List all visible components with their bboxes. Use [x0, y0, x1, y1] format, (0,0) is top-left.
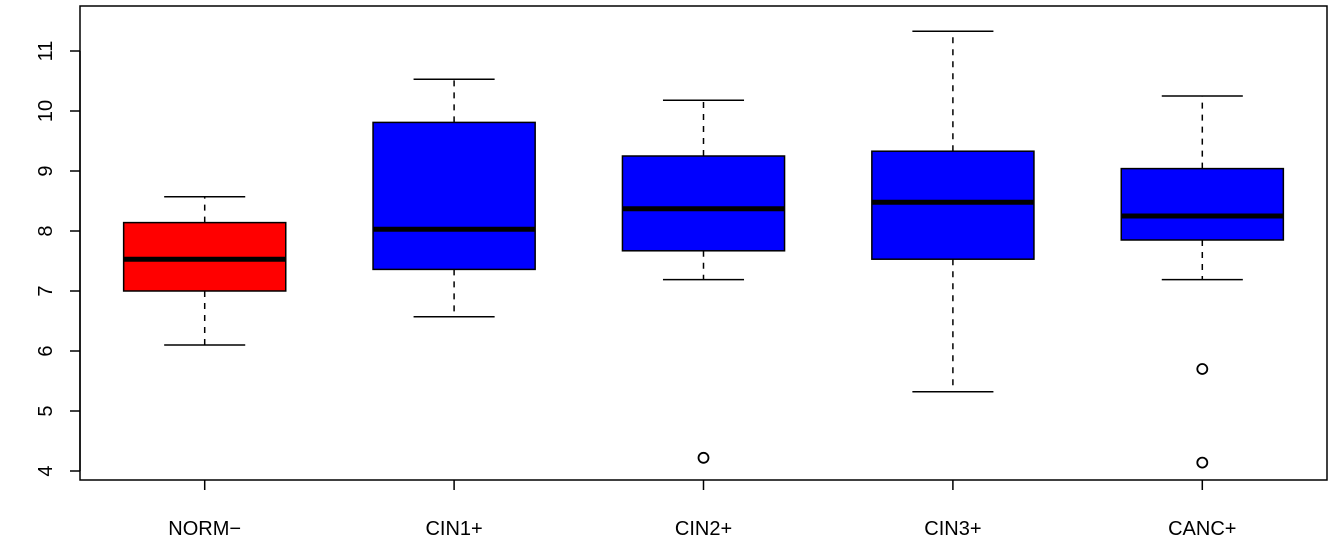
x-axis: NORM− CIN1+ CIN2+ CIN3+ CANC+: [168, 480, 1236, 540]
x-tick-label: CIN2+: [675, 518, 732, 540]
y-tick-label: 10: [35, 100, 57, 122]
box-iqr: [1120, 167, 1285, 241]
box-iqr: [372, 121, 536, 271]
y-tick-label: 9: [35, 165, 57, 176]
box-group-norm: [122, 196, 287, 346]
x-tick-label: NORM−: [168, 518, 241, 540]
x-tick-label: CIN1+: [425, 518, 482, 540]
box-group-cin1: [372, 78, 536, 318]
y-tick-label: 5: [35, 405, 57, 416]
outlier-point: [1196, 363, 1209, 375]
y-tick-label: 8: [35, 225, 57, 236]
box-iqr: [871, 150, 1035, 260]
box-iqr: [621, 155, 786, 252]
outlier-point: [1196, 456, 1209, 469]
y-tick-label: 7: [35, 285, 57, 296]
x-tick-label: CANC+: [1168, 518, 1236, 540]
plot-area: [122, 30, 1285, 469]
y-tick-label: 4: [35, 465, 57, 476]
box-group-cin2: [621, 99, 786, 464]
y-tick-label: 6: [35, 345, 57, 356]
y-tick-label: 11: [35, 41, 57, 62]
x-tick-label: CIN3+: [924, 518, 981, 540]
box-group-canc: [1120, 95, 1285, 469]
y-axis: 4 5 6 7 8 9 10 11: [35, 41, 81, 477]
outlier-point: [697, 451, 710, 464]
box-group-cin3: [871, 30, 1035, 393]
